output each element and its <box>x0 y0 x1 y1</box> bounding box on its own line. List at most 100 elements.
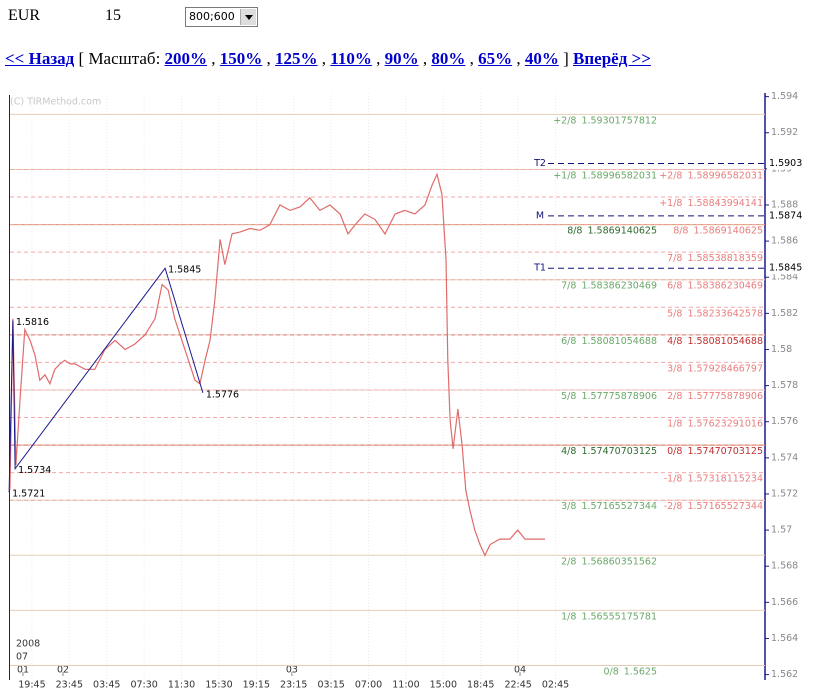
level-value: 1.57775878906 <box>581 390 657 401</box>
date-label: 01 <box>17 665 29 676</box>
year-label: 2008 <box>16 639 40 650</box>
y-tick-label: 1.594 <box>771 91 798 102</box>
separator: , <box>516 49 521 68</box>
symbol: EUR <box>8 7 40 24</box>
zigzag-line <box>8 267 204 493</box>
zoom-link[interactable]: 65% <box>478 49 513 68</box>
level-label: 6/8 1.58386230469 <box>667 280 763 291</box>
zoom-link[interactable]: 80% <box>431 49 466 68</box>
zoom-link[interactable]: 125% <box>275 49 318 68</box>
dropdown-arrow[interactable] <box>240 9 256 25</box>
level-value: 1.58386230469 <box>687 280 763 291</box>
level-label: +2/8 1.59301757812 <box>553 115 657 126</box>
level-value: 1.57775878906 <box>687 390 763 401</box>
zigzag-label: 1.5721 <box>12 489 45 500</box>
y-tick-label: 1.564 <box>771 633 798 644</box>
level-value: 1.57623291016 <box>687 418 763 429</box>
target-name: T1 <box>533 263 546 274</box>
month-label: 07 <box>16 652 28 663</box>
zoom-link[interactable]: 110% <box>330 49 372 68</box>
separator: , <box>321 49 327 68</box>
level-value: 1.57165527344 <box>581 501 657 512</box>
bracket: ] <box>563 49 569 68</box>
forward-link[interactable]: Вперёд >> <box>573 49 651 68</box>
level-value: 1.57470703125 <box>581 446 657 457</box>
level-value: 1.5869140625 <box>587 225 657 236</box>
level-name: 6/8 <box>561 335 576 346</box>
separator: , <box>422 49 428 68</box>
zoom-link[interactable]: 150% <box>219 49 263 68</box>
level-label: 7/8 1.58386230469 <box>561 280 657 291</box>
level-value: 1.58233642578 <box>687 308 763 319</box>
level-name: 3/8 <box>667 363 682 374</box>
level-label: 5/8 1.58233642578 <box>667 308 763 319</box>
x-tick-label: 19:15 <box>243 680 270 691</box>
separator: , <box>376 49 381 68</box>
level-name: 5/8 <box>667 308 682 319</box>
y-tick-label: 1.592 <box>771 127 798 138</box>
level-name: 0/8 <box>667 446 682 457</box>
level-name: 4/8 <box>561 446 576 457</box>
watermark: (C) TIRMethod.com <box>10 97 101 108</box>
level-name: +1/8 <box>659 198 682 209</box>
level-name: -2/8 <box>664 501 683 512</box>
back-link[interactable]: << Назад <box>5 49 75 68</box>
level-name: 0/8 <box>603 666 618 677</box>
level-value: 1.59301757812 <box>581 115 657 126</box>
y-tick-label: 1.58 <box>771 344 792 355</box>
x-tick-label: 18:45 <box>467 680 494 691</box>
y-tick-label: 1.576 <box>771 416 798 427</box>
level-name: 6/8 <box>667 280 682 291</box>
level-name: 7/8 <box>561 280 576 291</box>
nav-bar: << Назад [ Масштаб: 200% , 150% , 125% ,… <box>5 49 651 69</box>
level-name: +2/8 <box>553 115 576 126</box>
y-tick-label: 1.562 <box>771 669 798 680</box>
y-tick-label: 1.574 <box>771 452 798 463</box>
y-tick-label: 1.572 <box>771 488 798 499</box>
zoom-link[interactable]: 90% <box>384 49 419 68</box>
level-value: 1.58081054688 <box>687 335 763 346</box>
resolution-value: 800;600 <box>189 10 235 23</box>
target-value: 1.5903 <box>769 158 802 169</box>
y-tick-label: 1.566 <box>771 597 798 608</box>
level-label: 8/8 1.5869140625 <box>673 225 763 236</box>
scale-label: [ Масштаб: <box>78 49 161 68</box>
target-box <box>767 209 807 222</box>
level-value: 1.57470703125 <box>687 446 763 457</box>
resolution-select[interactable]: 800;600 <box>185 7 258 27</box>
level-value: 1.58386230469 <box>581 280 657 291</box>
level-value: 1.57165527344 <box>687 501 763 512</box>
level-value: 1.58538818359 <box>687 253 763 264</box>
zigzag-label: 1.5845 <box>168 265 201 276</box>
zoom-link[interactable]: 40% <box>524 49 559 68</box>
x-tick-label: 19:45 <box>18 680 45 691</box>
separator: , <box>211 49 216 68</box>
level-value: 1.57318115234 <box>687 473 763 484</box>
level-label: 1/8 1.57623291016 <box>667 418 763 429</box>
y-tick-label: 1.578 <box>771 380 798 391</box>
separator: , <box>469 49 474 68</box>
x-tick-label: 15:00 <box>430 680 457 691</box>
level-label: 4/8 1.57470703125 <box>561 446 657 457</box>
level-name: +2/8 <box>659 170 682 181</box>
level-value: 1.57928466797 <box>687 363 763 374</box>
level-value: 1.58843994141 <box>687 198 763 209</box>
zigzag-label: 1.5776 <box>206 389 239 400</box>
level-value: 1.56860351562 <box>581 556 657 567</box>
date-label: 04 <box>514 665 526 676</box>
zoom-link[interactable]: 200% <box>164 49 208 68</box>
level-name: 5/8 <box>561 390 576 401</box>
period: 15 <box>105 7 121 24</box>
y-tick-label: 1.57 <box>771 525 792 536</box>
level-value: 1.5625 <box>624 666 657 677</box>
level-name: 8/8 <box>567 225 582 236</box>
y-tick-label: 1.588 <box>771 199 798 210</box>
separator: , <box>266 49 271 68</box>
x-tick-label: 03:15 <box>317 680 344 691</box>
level-name: +1/8 <box>553 170 576 181</box>
target-box <box>767 262 807 275</box>
level-label: 8/8 1.5869140625 <box>567 225 657 236</box>
target-value: 1.5874 <box>769 210 802 221</box>
